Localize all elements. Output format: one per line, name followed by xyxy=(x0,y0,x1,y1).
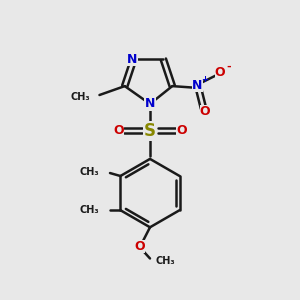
Text: N: N xyxy=(192,79,203,92)
Text: O: O xyxy=(214,66,225,79)
Text: O: O xyxy=(200,105,210,118)
Text: S: S xyxy=(144,122,156,140)
Text: -: - xyxy=(226,62,231,72)
Text: +: + xyxy=(202,75,208,84)
Text: O: O xyxy=(134,240,145,253)
Text: CH₃: CH₃ xyxy=(80,205,100,215)
Text: N: N xyxy=(145,98,155,110)
Text: CH₃: CH₃ xyxy=(80,167,100,176)
Text: O: O xyxy=(113,124,124,137)
Text: CH₃: CH₃ xyxy=(156,256,176,266)
Text: N: N xyxy=(127,53,137,66)
Text: CH₃: CH₃ xyxy=(71,92,91,101)
Text: O: O xyxy=(176,124,187,137)
